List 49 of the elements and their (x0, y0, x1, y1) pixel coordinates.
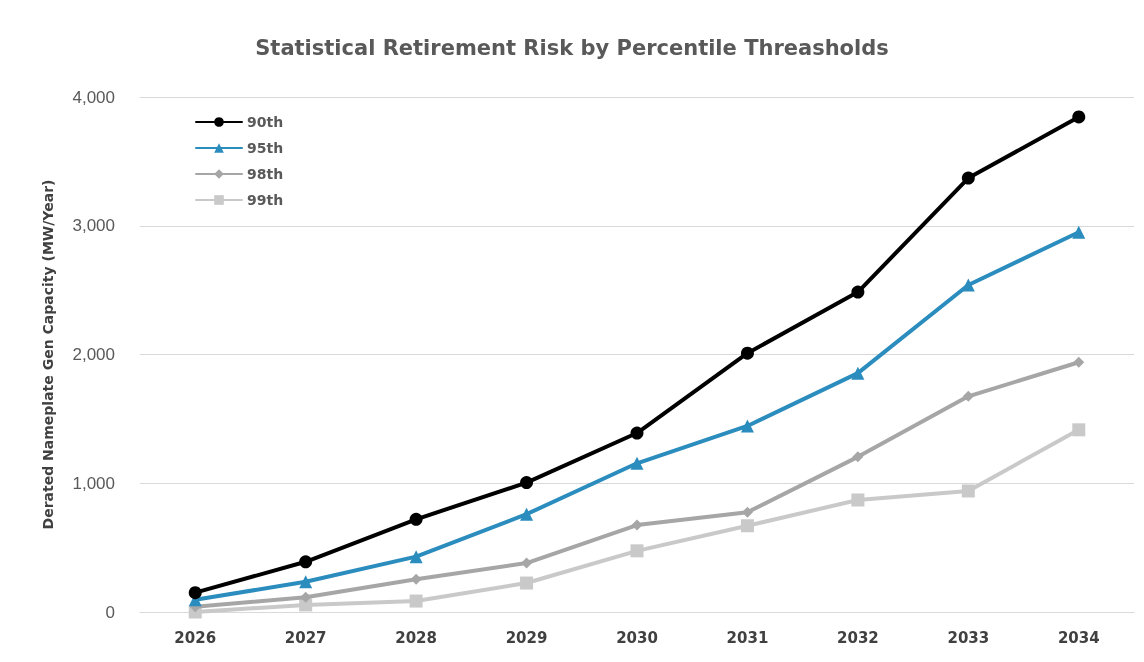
point (520, 507, 534, 521)
point (740, 419, 754, 433)
y-tick-label: 4,000 (72, 87, 115, 107)
point (299, 575, 313, 589)
legend-label: 98th (247, 166, 284, 182)
point (630, 456, 644, 470)
point (852, 451, 864, 463)
point (961, 278, 975, 292)
x-tick-label: 2032 (837, 628, 879, 647)
point (740, 346, 754, 360)
point (962, 390, 974, 402)
point (1073, 356, 1085, 368)
x-tick-label: 2026 (174, 628, 217, 647)
point (1072, 225, 1086, 239)
x-tick-label: 2028 (395, 628, 437, 647)
point (1072, 423, 1086, 437)
point (409, 512, 423, 526)
point (961, 484, 975, 498)
point (520, 576, 534, 590)
point (851, 366, 865, 380)
point (520, 476, 534, 490)
y-tick-label: 1,000 (72, 473, 115, 493)
point (409, 594, 423, 608)
x-tick-label: 2034 (1057, 628, 1100, 647)
chart-title: Statistical Retirement Risk by Percentile Threasholds (255, 35, 889, 60)
point (188, 586, 202, 600)
point (631, 519, 643, 531)
x-tick-label: 2033 (947, 628, 990, 647)
x-tick-label: 2030 (616, 628, 658, 647)
y-tick-label: 2,000 (72, 345, 115, 364)
point (630, 544, 644, 558)
x-tick-label: 2029 (505, 628, 548, 647)
point (740, 519, 754, 533)
x-tick-label: 2031 (726, 628, 769, 647)
legend-label: 90th (247, 114, 284, 130)
point (851, 285, 865, 299)
y-tick-label: 0 (105, 602, 115, 622)
point (630, 426, 644, 440)
point (851, 493, 865, 507)
point (521, 557, 533, 569)
legend-label: 99th (247, 192, 284, 208)
y-tick-label: 3,000 (72, 216, 115, 236)
point (299, 555, 313, 569)
point (961, 171, 975, 185)
y-axis-title: Derated Nameplate Gen Capacity (MW/Year) (40, 179, 56, 530)
point (1072, 110, 1086, 124)
x-tick-label: 2027 (284, 628, 327, 647)
point (409, 550, 423, 564)
legend-label: 95th (247, 140, 284, 156)
